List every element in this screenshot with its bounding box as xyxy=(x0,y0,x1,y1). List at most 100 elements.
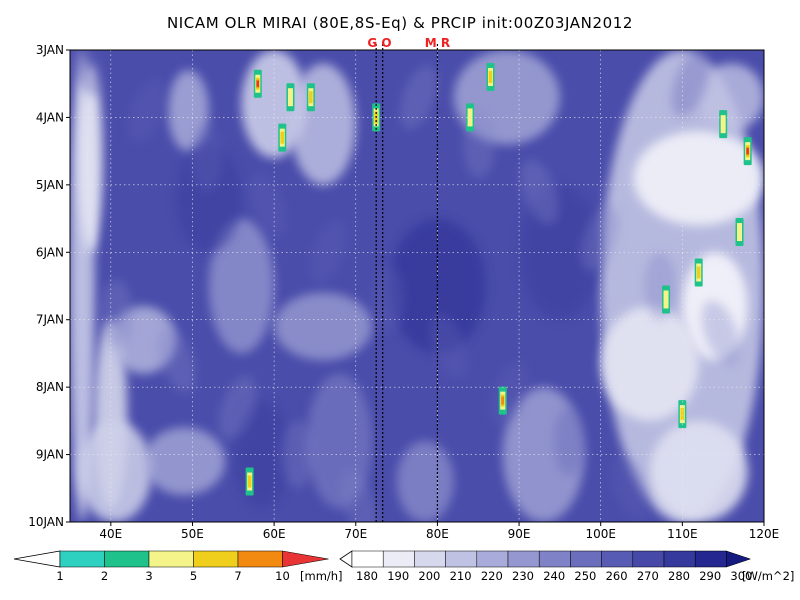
olr-streak xyxy=(399,64,438,130)
olr-region xyxy=(143,427,226,496)
olr-colorbar-swatch xyxy=(382,550,415,568)
olr-colorbar: 180 190 200 210 220 230 240 250 260 270 280 290 300[… xyxy=(339,550,794,583)
olr-streak xyxy=(671,51,710,117)
olr-region xyxy=(78,63,103,253)
precip-spot xyxy=(694,258,703,287)
precip-spot xyxy=(678,400,687,429)
olr-colorbar-swatch xyxy=(351,550,384,568)
precip-colorbar-high-arrow xyxy=(282,550,329,568)
olr-streak xyxy=(157,327,196,393)
precip-spot xyxy=(719,110,728,139)
precip-spot xyxy=(286,83,295,112)
olr-streak xyxy=(553,407,586,476)
precip-colorbar-label: 2 xyxy=(101,569,108,583)
olr-region xyxy=(274,292,373,361)
olr-colorbar-label: 180 xyxy=(356,569,378,583)
olr-colorbar-label: 230 xyxy=(512,569,534,583)
olr-region xyxy=(78,420,152,522)
y-tick-label: 8JAN xyxy=(36,380,64,394)
precip-field xyxy=(245,62,752,496)
precip-colorbar-swatch xyxy=(193,550,239,568)
x-tick-label: 110E xyxy=(667,527,698,541)
precip-spot xyxy=(306,83,315,112)
olr-streak xyxy=(372,265,405,334)
olr-colorbar-high-arrow xyxy=(726,550,752,568)
marker-label-mr: M R xyxy=(425,36,450,50)
x-axis: 40E 50E 60E 70E 80E 90E 100E 110E 120E xyxy=(99,522,779,541)
precip-colorbar-low-arrow xyxy=(13,550,61,568)
precip-spot xyxy=(253,69,262,98)
olr-region xyxy=(290,63,356,185)
y-tick-label: 10JAN xyxy=(28,515,64,529)
olr-colorbar-label: 240 xyxy=(543,569,565,583)
olr-colorbar-label: 280 xyxy=(668,569,690,583)
precip-colorbar-swatch xyxy=(59,550,105,568)
olr-colorbar-label: 250 xyxy=(574,569,596,583)
precip-spot xyxy=(466,103,475,132)
olr-colorbar-label: 200 xyxy=(418,569,440,583)
precip-spot xyxy=(735,218,744,247)
olr-streak xyxy=(644,252,677,320)
olr-streak xyxy=(70,50,106,96)
olr-colorbar-swatch xyxy=(476,550,509,568)
y-tick-label: 5JAN xyxy=(36,178,64,192)
olr-colorbar-swatch xyxy=(694,550,727,568)
olr-streak xyxy=(191,123,224,192)
precip-colorbar-swatch xyxy=(148,550,194,568)
olr-region xyxy=(698,63,764,131)
y-tick-label: 3JAN xyxy=(36,43,64,57)
y-tick-label: 9JAN xyxy=(36,448,64,462)
y-tick-label: 4JAN xyxy=(36,110,64,124)
marker-label-go: G O xyxy=(367,36,391,50)
precip-spot xyxy=(498,386,507,415)
olr-streak xyxy=(701,300,740,366)
olr-colorbar-unit: [W/m^2] xyxy=(742,569,794,583)
olr-colorbar-label: 190 xyxy=(387,569,409,583)
precip-colorbar-label: 10 xyxy=(275,569,290,583)
olr-colorbar-swatch xyxy=(414,550,446,568)
y-axis: 3JAN 4JAN 5JAN 6JAN 7JAN 8JAN 9JAN 10JAN xyxy=(28,43,70,529)
olr-colorbar-low-arrow xyxy=(339,550,353,568)
precip-colorbar-label: 1 xyxy=(56,569,63,583)
olr-region xyxy=(396,441,454,522)
olr-colorbar-swatch xyxy=(601,550,634,568)
olr-colorbar-label: 220 xyxy=(481,569,503,583)
olr-colorbar-label: 210 xyxy=(450,569,472,583)
olr-colorbar-swatch xyxy=(632,550,665,568)
precip-colorbar: 1 2 3 5 7 10 [mm/h] xyxy=(13,550,343,583)
olr-colorbar-swatch xyxy=(570,550,602,568)
x-tick-label: 40E xyxy=(99,527,122,541)
plot-area xyxy=(70,50,764,522)
precip-colorbar-label: 7 xyxy=(234,569,241,583)
olr-region xyxy=(208,218,275,354)
olr-streak xyxy=(580,206,619,272)
plot-frame xyxy=(69,49,765,523)
x-tick-label: 60E xyxy=(263,527,286,541)
olr-streak xyxy=(127,78,166,144)
olr-streak xyxy=(339,469,378,522)
precip-spot xyxy=(245,467,254,496)
olr-region xyxy=(600,306,699,421)
precip-colorbar-unit: [mm/h] xyxy=(300,569,343,583)
olr-streak xyxy=(281,420,314,489)
olr-colorbar-swatch xyxy=(445,550,478,568)
precip-spot xyxy=(662,285,671,314)
olr-colorbar-swatch xyxy=(663,550,696,568)
olr-streak xyxy=(611,455,650,521)
precip-spot xyxy=(486,62,495,91)
x-tick-label: 100E xyxy=(585,527,616,541)
precip-spot xyxy=(743,137,752,166)
precip-colorbar-swatch xyxy=(104,550,150,568)
olr-streak xyxy=(100,278,133,347)
olr-streak xyxy=(520,159,559,225)
precip-colorbar-swatch xyxy=(237,550,283,568)
olr-colorbar-label: 300 xyxy=(730,569,752,583)
olr-colorbar-label: 290 xyxy=(699,569,721,583)
olr-region xyxy=(176,144,242,253)
x-tick-label: 90E xyxy=(508,527,531,541)
olr-streak xyxy=(248,172,287,238)
olr-streak xyxy=(429,314,468,380)
x-tick-label: 50E xyxy=(181,527,204,541)
